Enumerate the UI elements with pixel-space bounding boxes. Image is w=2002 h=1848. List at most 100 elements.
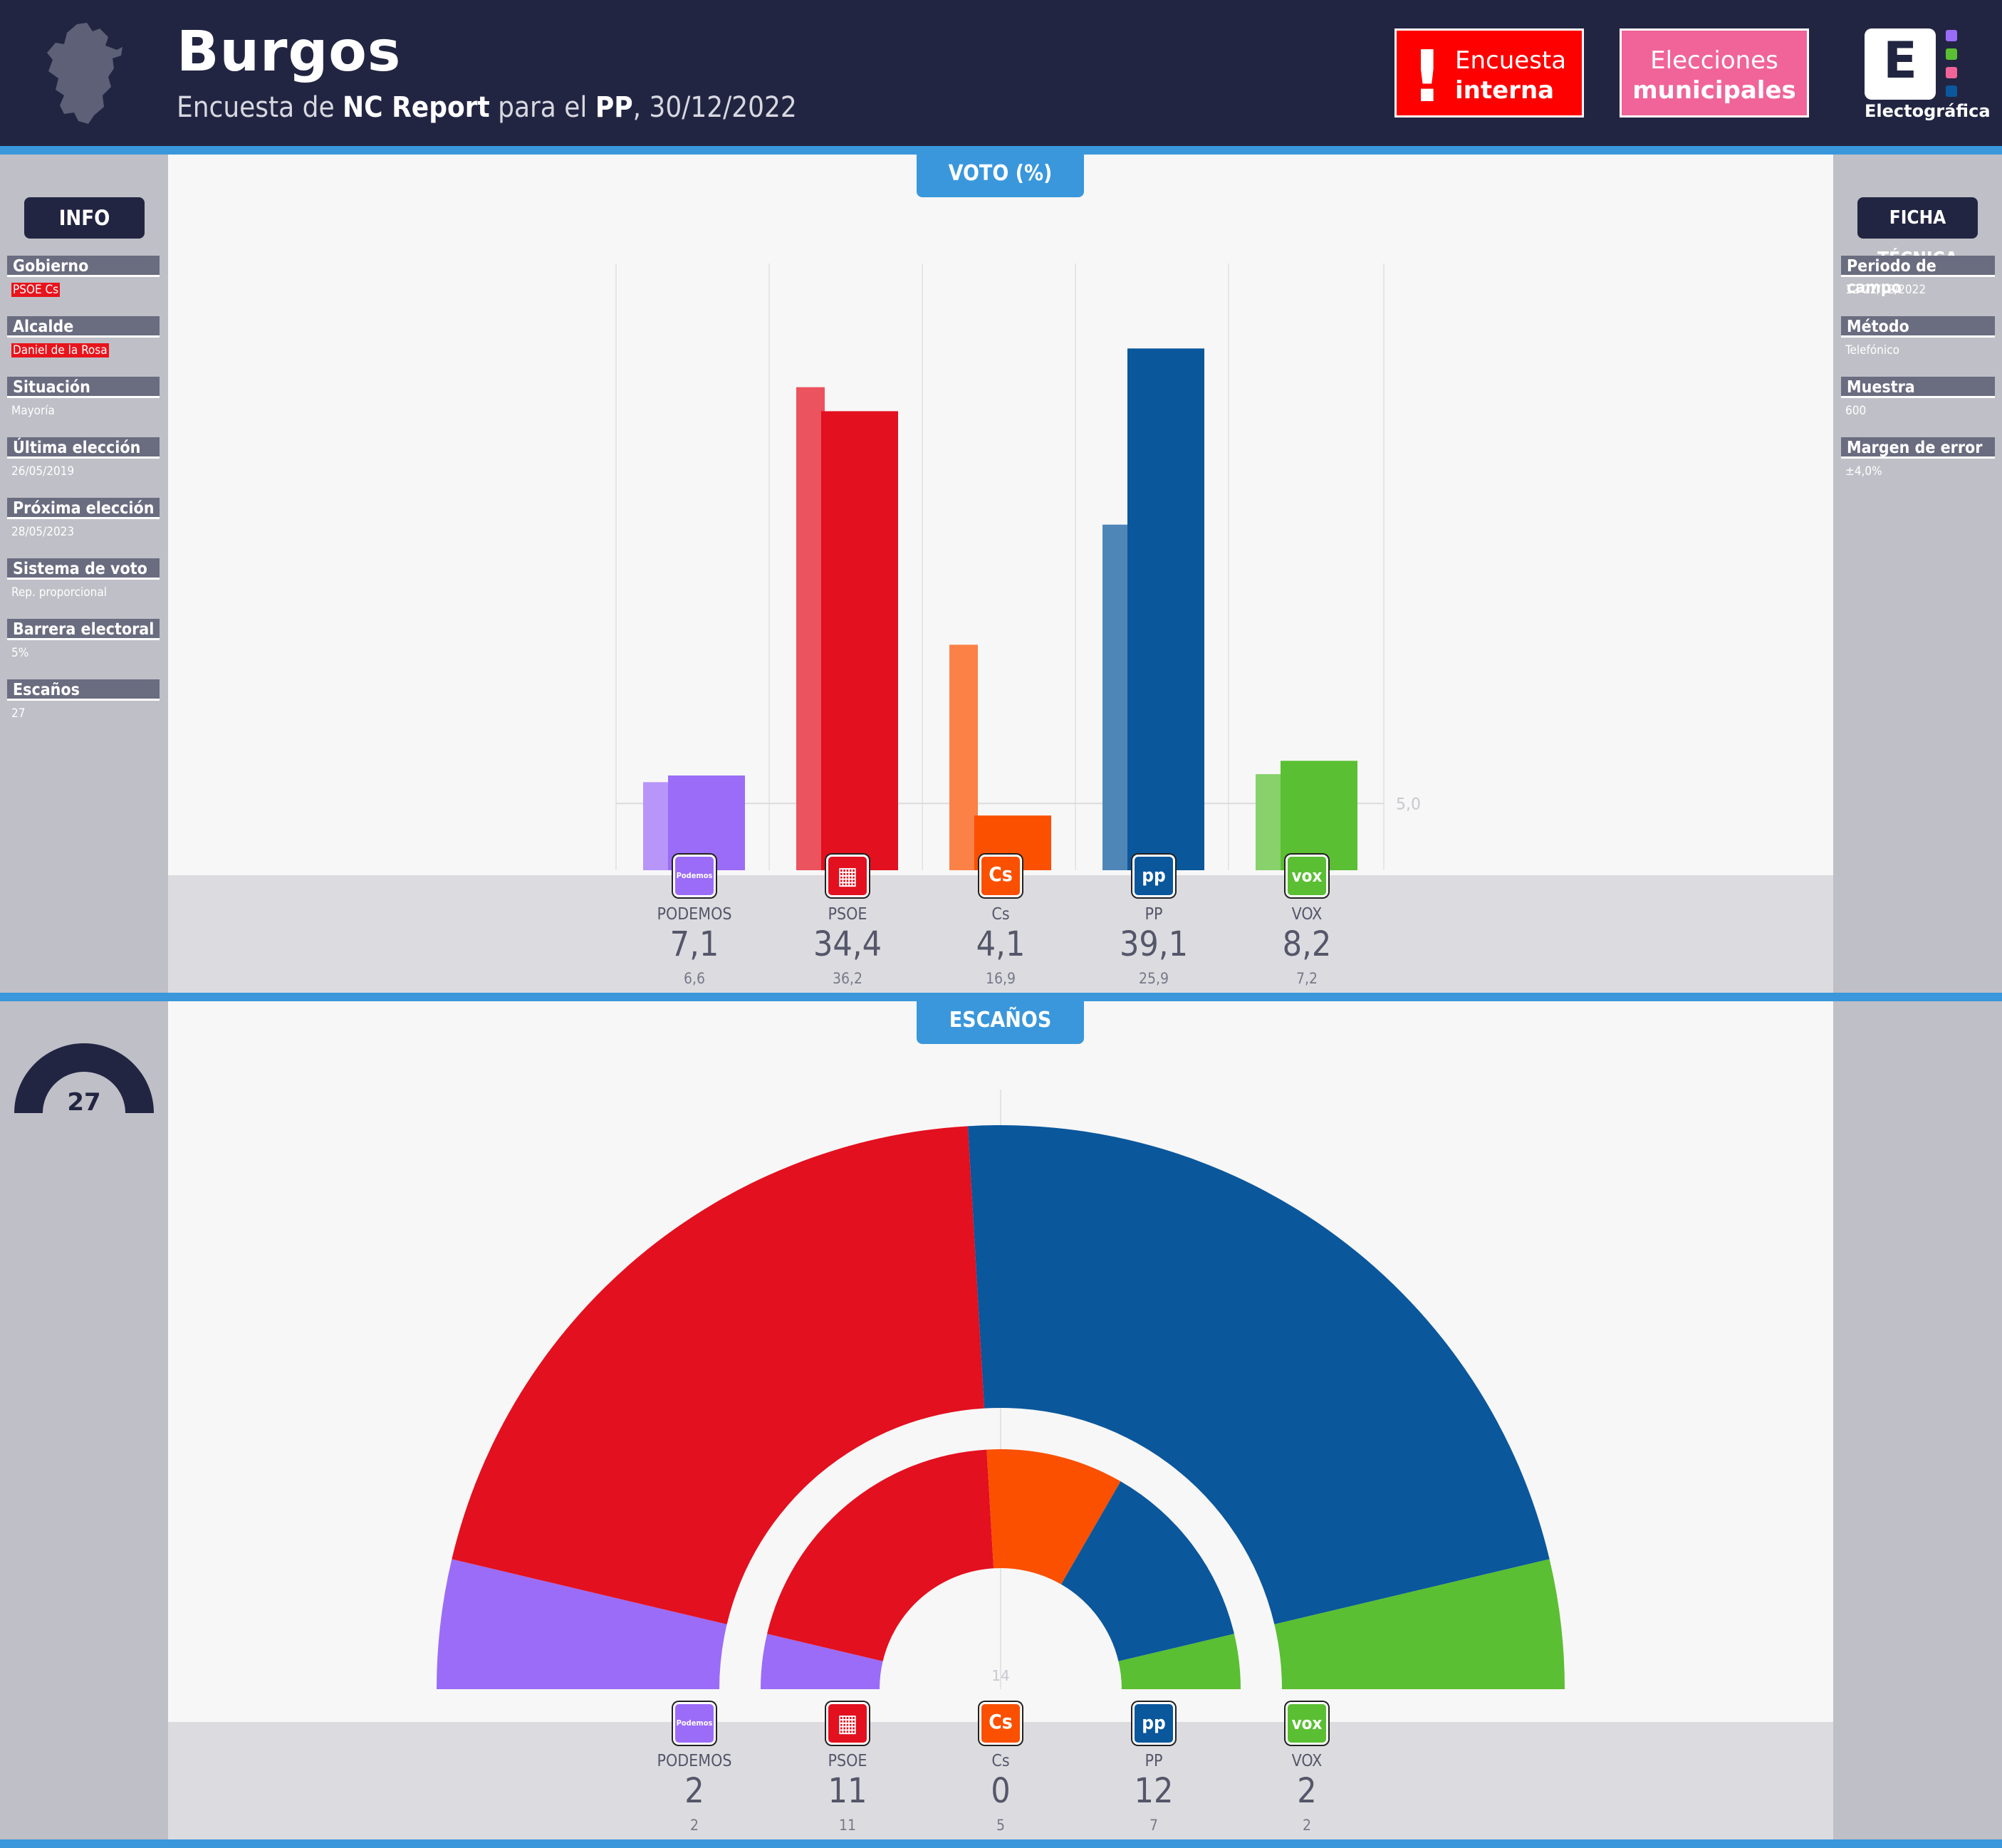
logo-cs-icon: Cs bbox=[979, 855, 1022, 897]
info-label-escanos: Escaños bbox=[7, 679, 160, 701]
seats-value-cs: 0 bbox=[991, 1771, 1011, 1811]
vote-name-cs: Cs bbox=[991, 905, 1010, 924]
vote-prev-cs: 16,9 bbox=[985, 970, 1016, 987]
vote-prev-psoe: 36,2 bbox=[832, 970, 863, 987]
province-map-icon bbox=[47, 23, 122, 124]
poll-date: , 30/12/2022 bbox=[632, 91, 797, 124]
internal-poll-badge: ! Encuesta interna bbox=[1394, 28, 1584, 118]
bar-previous-pp bbox=[1102, 524, 1131, 870]
info-value-sistema-voto: Rep. proporcional bbox=[11, 585, 107, 600]
vote-value-pp: 39,1 bbox=[1119, 924, 1189, 964]
info-value-barrera: 5% bbox=[11, 646, 29, 660]
logo-cs-icon: Cs bbox=[979, 1702, 1022, 1745]
seats-current-segment-vox bbox=[1274, 1559, 1565, 1689]
vote-section-tab: VOTO (%) bbox=[917, 155, 1084, 197]
ficha-value-metodo: Telefónico bbox=[1845, 343, 1899, 357]
bar-previous-vox bbox=[1256, 774, 1284, 870]
bar-current-vox bbox=[1281, 761, 1357, 870]
seats-name-vox: VOX bbox=[1291, 1752, 1323, 1770]
footer-divider bbox=[0, 1839, 2002, 1848]
vote-value-podemos: 7,1 bbox=[669, 924, 719, 964]
header: Burgos Encuesta de NC Report para el PP,… bbox=[0, 0, 2002, 146]
seats-value-psoe: 11 bbox=[828, 1771, 867, 1811]
vote-value-psoe: 34,4 bbox=[813, 924, 882, 964]
page-title: Burgos bbox=[177, 20, 402, 84]
seats-previous-segment-cs bbox=[986, 1449, 1121, 1585]
vote-name-podemos: PODEMOS bbox=[657, 905, 732, 924]
header-divider bbox=[0, 146, 2002, 155]
logo-dot-purple bbox=[1946, 30, 1957, 41]
bar-previous-podemos bbox=[643, 782, 672, 870]
info-value-gobierno: PSOE Cs bbox=[11, 283, 61, 297]
total-seats-value: 27 bbox=[67, 1088, 100, 1114]
bar-previous-cs bbox=[949, 644, 978, 870]
seats-name-pp: PP bbox=[1145, 1752, 1163, 1770]
bar-current-psoe bbox=[821, 411, 898, 870]
seats-value-vox: 2 bbox=[1297, 1771, 1317, 1811]
seats-prev-pp: 7 bbox=[1149, 1817, 1159, 1834]
vote-value-vox: 8,2 bbox=[1282, 924, 1332, 964]
seats-prev-cs: 5 bbox=[996, 1817, 1006, 1834]
majority-label: 14 bbox=[991, 1667, 1009, 1684]
logo-psoe-icon: ▦ bbox=[826, 1702, 869, 1745]
seats-value-podemos: 2 bbox=[684, 1771, 704, 1811]
info-label-barrera: Barrera electoral bbox=[7, 619, 160, 640]
info-label-ultima-eleccion: Última elección bbox=[7, 437, 160, 459]
logo-podemos-icon: Podemos bbox=[673, 1702, 716, 1745]
seats-previous-segment-vox bbox=[1118, 1634, 1241, 1689]
vote-value-cs: 4,1 bbox=[976, 924, 1026, 964]
section-divider bbox=[0, 993, 2002, 1001]
ficha-label-muestra: Muestra bbox=[1841, 377, 1995, 398]
logo-dot-pink bbox=[1946, 67, 1957, 78]
logo-pp-icon: pp bbox=[1132, 1702, 1175, 1745]
vote-bar-chart: 5,0 bbox=[615, 263, 1421, 871]
seats-name-cs: Cs bbox=[991, 1752, 1010, 1770]
vote-prev-vox: 7,2 bbox=[1295, 970, 1318, 987]
seats-previous-segment-psoe bbox=[767, 1449, 994, 1661]
ficha-label-periodo: Periodo de campo bbox=[1841, 256, 1995, 297]
bar-current-podemos bbox=[668, 775, 745, 870]
vote-name-vox: VOX bbox=[1291, 905, 1323, 924]
info-heading: INFO bbox=[24, 197, 145, 239]
logo-name: Electográfica bbox=[1865, 101, 1991, 121]
logo-podemos-icon: Podemos bbox=[673, 855, 716, 897]
seats-name-podemos: PODEMOS bbox=[657, 1752, 732, 1770]
seats-current-segment-pp bbox=[967, 1125, 1550, 1624]
seats-previous-segment-pp bbox=[1061, 1481, 1234, 1661]
client-name: PP bbox=[595, 91, 633, 124]
logo-letter: E bbox=[1883, 31, 1917, 90]
badge-interna-line2: interna bbox=[1455, 76, 1555, 105]
vote-name-psoe: PSOE bbox=[828, 905, 867, 924]
seats-current-segment-podemos bbox=[437, 1559, 727, 1689]
vote-prev-podemos: 6,6 bbox=[683, 970, 706, 987]
seats-current-segment-psoe bbox=[452, 1126, 985, 1624]
info-label-sistema-voto: Sistema de voto bbox=[7, 558, 160, 580]
municipal-election-badge: Elecciones municipales bbox=[1620, 28, 1809, 118]
info-value-proxima-eleccion: 28/05/2023 bbox=[11, 525, 75, 539]
info-label-proxima-eleccion: Próxima elección bbox=[7, 498, 160, 519]
logo-vox-icon: vox bbox=[1286, 1702, 1328, 1745]
bar-current-pp bbox=[1127, 348, 1204, 871]
info-label-gobierno: Gobierno bbox=[7, 256, 160, 277]
seats-name-psoe: PSOE bbox=[828, 1752, 867, 1770]
info-value-escanos: 27 bbox=[11, 706, 26, 721]
logo-vox-icon: vox bbox=[1286, 855, 1328, 897]
badge-muni-line1: Elecciones bbox=[1650, 46, 1778, 75]
seats-previous-segment-podemos bbox=[761, 1634, 883, 1689]
info-label-alcalde: Alcalde bbox=[7, 316, 160, 338]
badge-muni-line2: municipales bbox=[1632, 76, 1796, 105]
vote-prev-pp: 25,9 bbox=[1138, 970, 1169, 987]
seats-value-pp: 12 bbox=[1134, 1771, 1174, 1811]
ficha-value-muestra: 600 bbox=[1845, 404, 1867, 418]
info-value-ultima-eleccion: 26/05/2019 bbox=[11, 464, 75, 479]
badge-interna-line1: Encuesta bbox=[1455, 46, 1567, 75]
logo-psoe-icon: ▦ bbox=[826, 855, 869, 897]
electografica-logo: E bbox=[1865, 28, 1936, 100]
info-label-situacion: Situación bbox=[7, 377, 160, 398]
seats-section-tab: ESCAÑOS bbox=[917, 1001, 1084, 1044]
logo-dot-green bbox=[1946, 48, 1957, 60]
ficha-value-periodo: 12-22/12/2022 bbox=[1845, 283, 1927, 297]
vote-panel bbox=[168, 155, 1833, 875]
exclamation-icon: ! bbox=[1411, 35, 1444, 118]
